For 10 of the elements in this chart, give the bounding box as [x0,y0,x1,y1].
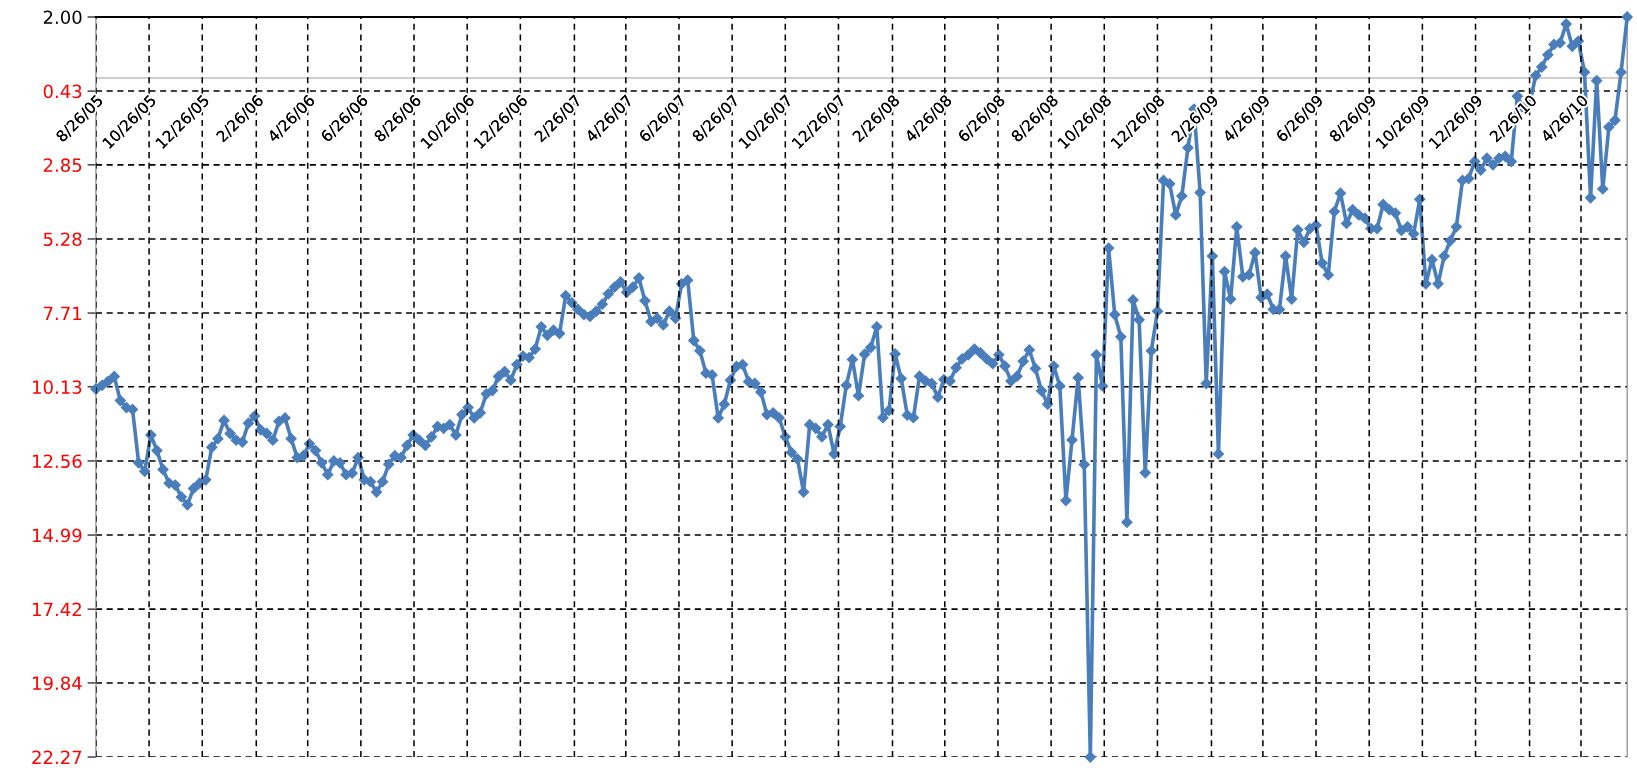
y-tick-label: 2.00 [43,10,82,25]
y-tick-label: 5.28 [43,232,82,247]
y-tick-label: 17.42 [33,602,81,616]
y-tick-label: 7.71 [44,306,82,320]
y-tick-label: 10.13 [33,380,82,394]
y-tick-label: 22.27 [32,750,82,764]
y-tick-label: 2.85 [43,158,82,172]
y-tick-label: 12.56 [33,454,82,469]
y-tick-label: 19.84 [33,676,82,691]
y-tick-label: 14.99 [33,528,82,543]
